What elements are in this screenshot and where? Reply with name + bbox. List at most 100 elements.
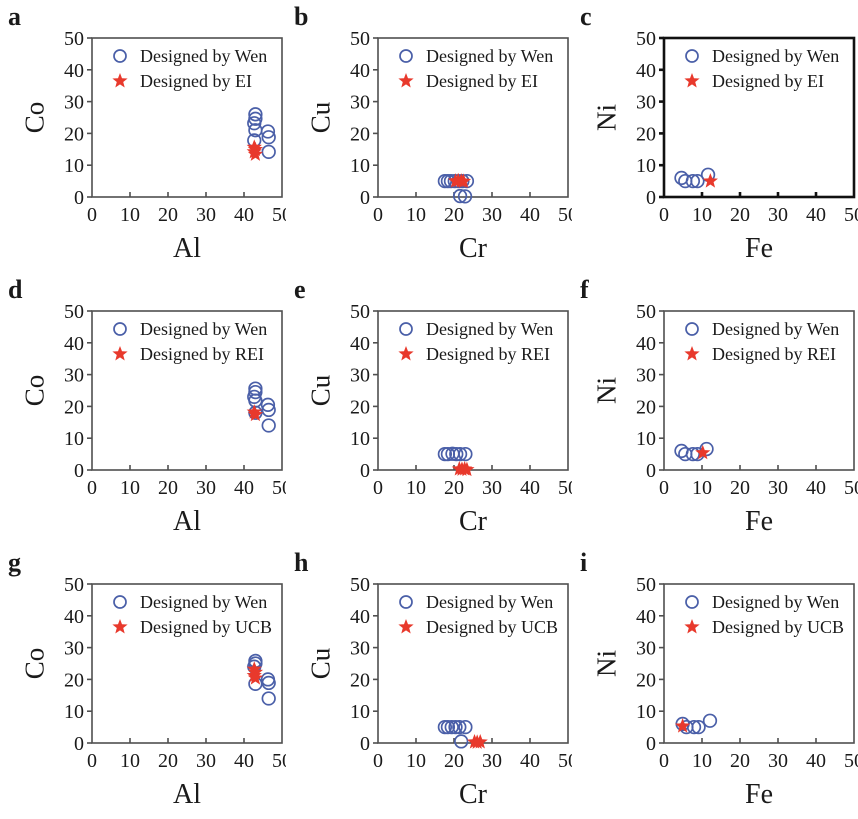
data-point-circle xyxy=(452,446,468,462)
y-tick-label: 20 xyxy=(636,396,656,418)
panel-letter-c: c xyxy=(580,2,592,31)
x-tick-label: 20 xyxy=(444,204,464,226)
y-tick-label: 10 xyxy=(350,428,370,450)
data-point-circle xyxy=(449,446,464,462)
data-point-circle xyxy=(440,719,456,735)
plot-frame xyxy=(91,310,283,471)
panel-letter-f: f xyxy=(580,275,589,304)
x-axis: 0 10 20 30 40 50 xyxy=(659,465,858,499)
y-tick-label: 20 xyxy=(636,669,656,691)
data-point-star xyxy=(702,173,718,188)
y-tick-label: 40 xyxy=(636,333,656,355)
data-point-circle xyxy=(261,691,276,706)
x-axis-title: Cr xyxy=(459,506,488,537)
data-point-star xyxy=(455,173,472,188)
x-tick-label: 10 xyxy=(120,750,140,772)
y-tick-label: 0 xyxy=(646,733,656,755)
x-tick-label: 0 xyxy=(659,750,669,772)
x-tick-label: 0 xyxy=(659,204,669,226)
legend-label: Designed by Wen xyxy=(426,46,553,66)
legend-circle-marker xyxy=(685,49,699,63)
data-point-circle xyxy=(452,188,468,204)
panel-letter-d: d xyxy=(8,275,23,304)
x-tick-label: 10 xyxy=(406,750,426,772)
x-axis: 0 10 20 30 40 50 xyxy=(659,192,858,226)
y-tick-label: 30 xyxy=(350,92,370,114)
series-circle xyxy=(674,441,714,462)
data-point-circle xyxy=(261,418,276,433)
x-tick-label: 30 xyxy=(768,204,788,226)
x-tick-label: 40 xyxy=(234,750,254,772)
x-tick-label: 30 xyxy=(196,750,216,772)
series-star xyxy=(466,734,488,749)
data-point-circle xyxy=(678,173,693,189)
y-tick-label: 30 xyxy=(64,638,84,660)
y-tick-label: 40 xyxy=(636,60,656,82)
legend-circle-marker xyxy=(113,49,127,63)
panel-letter-i: i xyxy=(580,548,588,577)
y-tick-label: 50 xyxy=(64,301,84,323)
data-point-circle xyxy=(454,734,469,749)
x-tick-label: 40 xyxy=(520,750,540,772)
scatter-plot-h: 0 10 20 30 40 50 0 10 20 30 40 50 Cr Cu Designed by We… xyxy=(305,574,572,810)
y-axis: 0 10 20 30 40 50 xyxy=(64,28,92,209)
data-point-star xyxy=(675,718,691,733)
legend-circle-marker xyxy=(685,322,699,336)
x-tick-label: 30 xyxy=(196,204,216,226)
y-tick-label: 20 xyxy=(350,669,370,691)
series-star xyxy=(246,661,264,685)
scatter-plot-c: 0 10 20 30 40 50 0 10 20 30 40 50 Fe Ni Designed by We… xyxy=(591,28,858,264)
legend-label: Designed by Wen xyxy=(712,319,839,339)
x-tick-label: 10 xyxy=(692,477,712,499)
y-tick-label: 30 xyxy=(350,638,370,660)
y-tick-label: 10 xyxy=(64,155,84,177)
legend-label: Designed by UCB xyxy=(140,617,272,637)
data-point-circle xyxy=(685,446,701,462)
legend: Designed by Wen Designed by EI xyxy=(398,46,553,91)
y-tick-label: 20 xyxy=(350,123,370,145)
y-tick-label: 10 xyxy=(636,701,656,723)
y-tick-label: 30 xyxy=(636,638,656,660)
panel-h: h 0 10 20 30 40 50 0 10 20 30 40 50 Cr Cu Designed by … xyxy=(286,546,572,819)
x-tick-label: 0 xyxy=(373,750,383,772)
panel-letter-e: e xyxy=(294,275,306,304)
series-star xyxy=(246,139,264,161)
y-tick-label: 40 xyxy=(64,333,84,355)
legend: Designed by Wen Designed by UCB xyxy=(684,592,844,637)
data-point-circle xyxy=(678,446,693,462)
legend-circle-marker xyxy=(399,595,413,609)
series-star xyxy=(451,461,475,477)
series-star xyxy=(447,172,472,188)
y-axis: 0 10 20 30 40 50 xyxy=(636,28,664,209)
legend-star-marker xyxy=(112,346,128,361)
data-point-star xyxy=(247,146,264,161)
x-tick-label: 50 xyxy=(272,750,286,772)
y-axis: 0 10 20 30 40 50 xyxy=(64,301,92,482)
y-tick-label: 0 xyxy=(74,187,84,209)
scatter-plot-i: 0 10 20 30 40 50 0 10 20 30 40 50 Fe Ni Designed by We… xyxy=(591,574,858,810)
legend: Designed by Wen Designed by EI xyxy=(684,46,839,91)
legend: Designed by Wen Designed by UCB xyxy=(112,592,272,637)
data-point-circle xyxy=(261,144,276,159)
x-tick-label: 20 xyxy=(730,477,750,499)
plot-frame xyxy=(377,310,569,471)
x-tick-label: 20 xyxy=(444,750,464,772)
legend-star-marker xyxy=(684,73,700,88)
y-axis-title: Cu xyxy=(305,647,335,679)
y-axis-title: Co xyxy=(19,648,49,680)
plot-frame xyxy=(663,310,855,471)
x-tick-label: 20 xyxy=(158,750,178,772)
data-point-circle xyxy=(444,719,459,735)
x-tick-label: 30 xyxy=(482,477,502,499)
panel-f: f 0 10 20 30 40 50 0 10 20 30 40 50 Fe Ni Designed by … xyxy=(572,273,858,546)
legend-label: Designed by Wen xyxy=(712,46,839,66)
y-tick-label: 20 xyxy=(350,396,370,418)
legend-label: Designed by EI xyxy=(140,71,252,91)
x-tick-label: 30 xyxy=(482,750,502,772)
x-tick-label: 40 xyxy=(520,204,540,226)
series-star xyxy=(695,444,711,460)
legend-label: Designed by Wen xyxy=(140,46,267,66)
x-tick-label: 40 xyxy=(234,477,254,499)
x-tick-label: 30 xyxy=(196,477,216,499)
data-point-circle xyxy=(248,107,263,122)
